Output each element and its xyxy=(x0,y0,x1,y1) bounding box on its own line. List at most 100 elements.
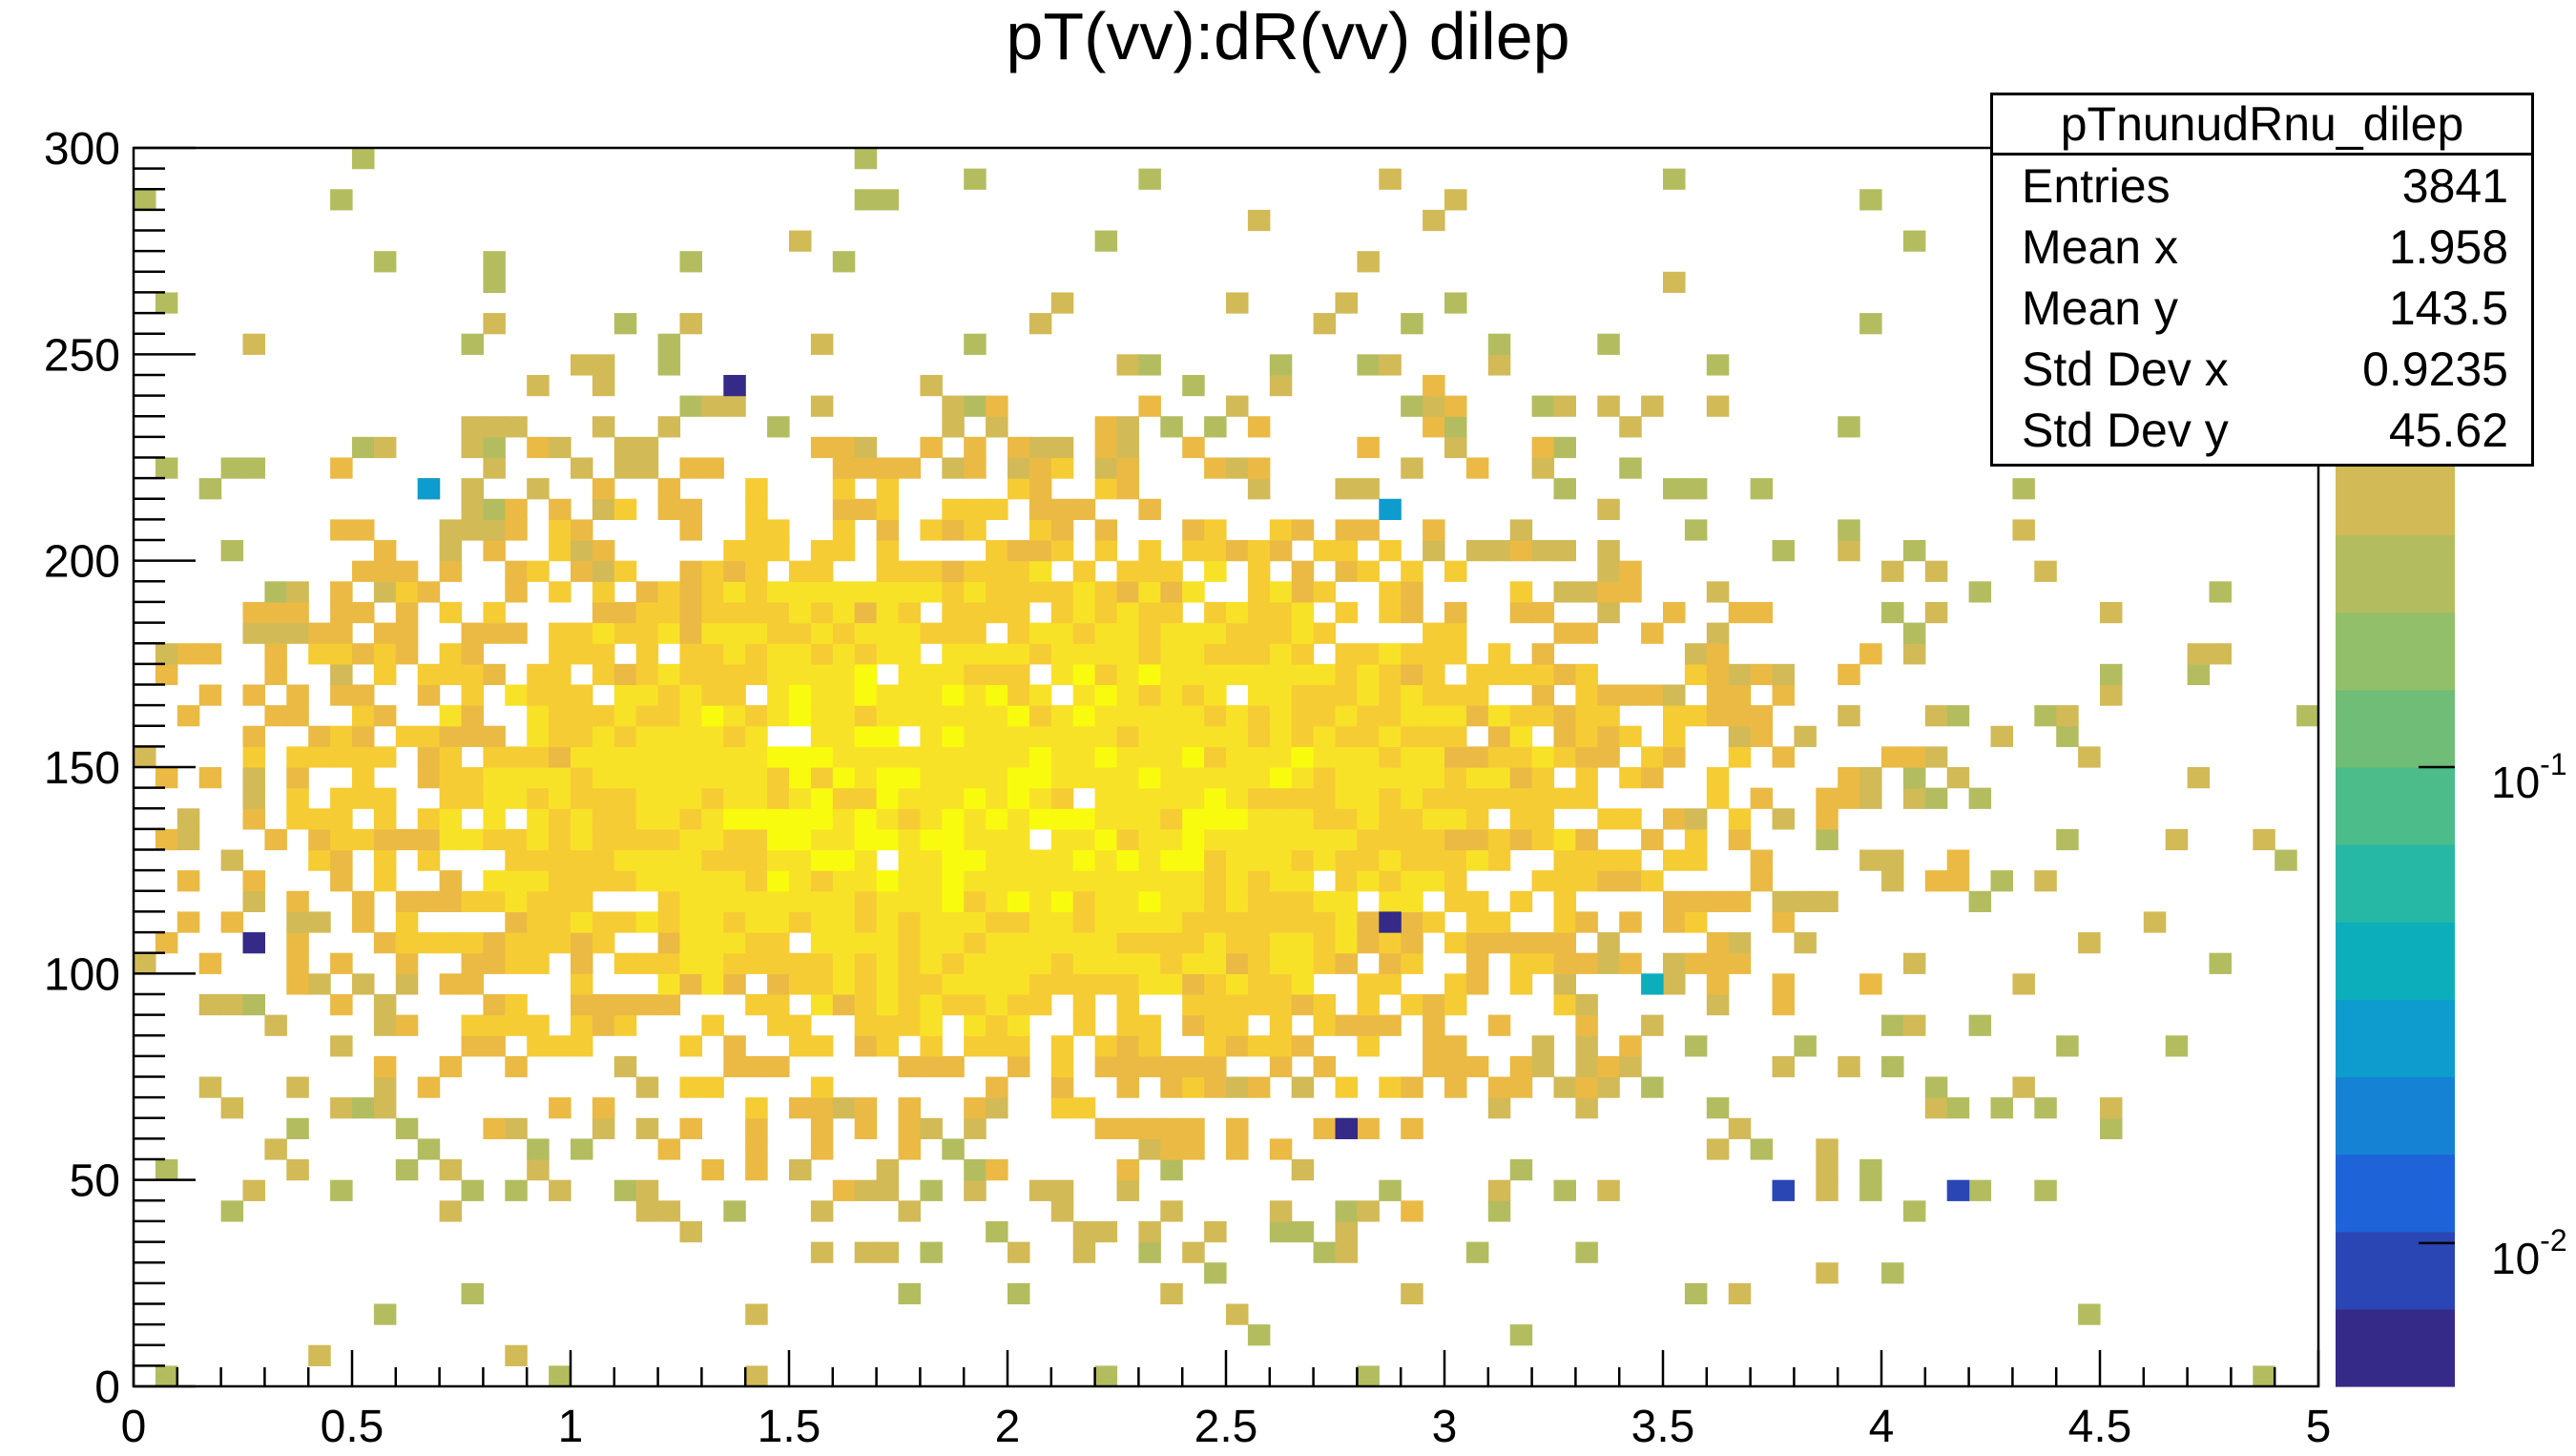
heatmap-cell xyxy=(242,601,265,624)
heatmap-cell xyxy=(1072,622,1096,644)
heatmap-cell xyxy=(308,808,331,830)
heatmap-cell xyxy=(1444,436,1467,459)
heatmap-cell xyxy=(1094,705,1118,727)
heatmap-cell xyxy=(1094,828,1118,851)
heatmap-cell xyxy=(964,498,987,520)
heatmap-cell xyxy=(527,1035,550,1057)
heatmap-cell xyxy=(1838,416,1860,438)
heatmap-cell xyxy=(1357,1117,1380,1139)
heatmap-cell xyxy=(810,828,834,851)
heatmap-cell xyxy=(635,1117,659,1139)
heatmap-cell xyxy=(571,519,593,541)
heatmap-cell xyxy=(723,911,746,933)
heatmap-cell xyxy=(571,808,593,830)
heatmap-cell xyxy=(1728,684,1752,706)
heatmap-cell xyxy=(352,601,375,624)
heatmap-cell xyxy=(1291,973,1315,995)
heatmap-cell xyxy=(1946,705,1970,727)
heatmap-cell xyxy=(1204,705,1227,727)
heatmap-cell xyxy=(1924,601,1948,624)
heatmap-cell xyxy=(264,601,287,624)
heatmap-cell xyxy=(810,808,834,830)
heatmap-cell xyxy=(986,746,1008,768)
heatmap-cell xyxy=(1008,746,1030,768)
heatmap-cell xyxy=(1423,684,1445,706)
heatmap-cell xyxy=(1008,1282,1030,1305)
heatmap-cell xyxy=(1094,1055,1118,1078)
heatmap-cell xyxy=(373,622,397,644)
heatmap-cell xyxy=(1116,828,1139,851)
heatmap-cell xyxy=(505,870,528,892)
heatmap-cell xyxy=(635,828,659,851)
heatmap-cell xyxy=(242,890,265,913)
heatmap-cell xyxy=(1509,725,1533,747)
heatmap-cell xyxy=(220,1200,244,1222)
heatmap-cell xyxy=(1619,684,1642,706)
heatmap-cell xyxy=(1379,870,1402,892)
heatmap-cell xyxy=(1204,952,1227,974)
heatmap-cell xyxy=(483,663,506,686)
heatmap-cell xyxy=(898,993,921,1016)
heatmap-cell xyxy=(571,870,593,892)
heatmap-cell xyxy=(417,828,441,851)
heatmap-cell xyxy=(920,767,943,789)
heatmap-cell xyxy=(1444,560,1467,582)
heatmap-cell xyxy=(1444,890,1467,913)
heatmap-cell xyxy=(461,333,484,355)
heatmap-cell xyxy=(439,973,463,995)
heatmap-cell xyxy=(1444,808,1467,830)
heatmap-cell xyxy=(1401,705,1423,727)
heatmap-cell xyxy=(1706,395,1730,417)
heatmap-cell xyxy=(1772,911,1795,933)
heatmap-cell xyxy=(832,787,856,809)
heatmap-cell xyxy=(1116,560,1139,582)
heatmap-cell xyxy=(613,993,637,1016)
heatmap-cell xyxy=(1750,478,1774,500)
heatmap-cell xyxy=(1204,767,1227,789)
heatmap-cell xyxy=(1138,1138,1161,1160)
heatmap-cell xyxy=(657,663,681,686)
heatmap-cell xyxy=(549,705,571,727)
heatmap-cell xyxy=(1357,251,1380,273)
heatmap-cell xyxy=(1182,436,1205,459)
heatmap-cell xyxy=(1335,1076,1358,1098)
heatmap-cell xyxy=(1357,1014,1380,1036)
heatmap-cell xyxy=(876,189,900,211)
heatmap-cell xyxy=(1597,540,1620,562)
heatmap-cell xyxy=(1313,705,1337,727)
heatmap-cell xyxy=(701,973,724,995)
heatmap-cell xyxy=(986,705,1008,727)
chart-title: pT(vv):dR(vv) dilep xyxy=(1006,0,1569,73)
heatmap-cell xyxy=(635,436,659,459)
heatmap-cell xyxy=(1291,643,1315,665)
heatmap-cell xyxy=(1160,1282,1183,1305)
heatmap-cell xyxy=(2034,1179,2057,1201)
heatmap-cell xyxy=(1335,684,1358,706)
heatmap-cell xyxy=(832,870,856,892)
heatmap-cell xyxy=(1619,952,1642,974)
heatmap-cell-outlier xyxy=(1641,973,1664,995)
heatmap-cell xyxy=(592,1097,615,1119)
heatmap-cell xyxy=(1379,746,1402,768)
heatmap-cell xyxy=(745,540,768,562)
heatmap-cell xyxy=(1226,849,1249,871)
heatmap-cell xyxy=(1182,767,1205,789)
heatmap-cell xyxy=(1291,849,1315,871)
heatmap-cell xyxy=(1313,1055,1337,1078)
heatmap-cell xyxy=(1531,643,1555,665)
heatmap-cell xyxy=(1028,808,1052,830)
stats-value: 0.9235 xyxy=(2362,343,2508,396)
y-tick-label: 250 xyxy=(44,330,120,381)
heatmap-cell xyxy=(1663,271,1686,294)
heatmap-cell xyxy=(592,663,615,686)
heatmap-cell xyxy=(986,725,1008,747)
heatmap-cell xyxy=(942,395,965,417)
heatmap-cell xyxy=(942,457,965,479)
heatmap-cell xyxy=(745,993,768,1016)
heatmap-cell xyxy=(286,622,309,644)
heatmap-cell xyxy=(2012,519,2035,541)
heatmap-cell xyxy=(1094,767,1118,789)
heatmap-cell xyxy=(330,808,353,830)
heatmap-cell xyxy=(1335,952,1358,974)
heatmap-cell xyxy=(483,498,506,520)
